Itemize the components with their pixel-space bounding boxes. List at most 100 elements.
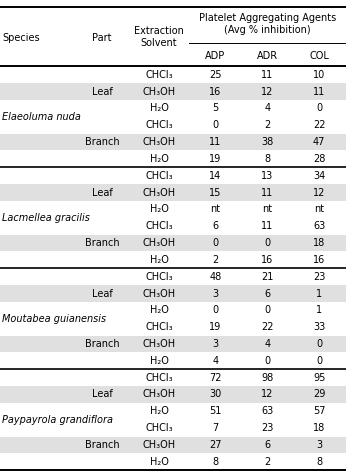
Text: 3: 3 — [316, 440, 322, 450]
Bar — [0, 285, 346, 302]
Text: 5: 5 — [212, 103, 219, 113]
Text: CHCl₃: CHCl₃ — [145, 373, 173, 383]
Text: 2: 2 — [264, 120, 271, 130]
Text: Leaf: Leaf — [92, 289, 112, 299]
Text: COL: COL — [309, 51, 329, 61]
Text: Leaf: Leaf — [92, 87, 112, 97]
Text: 22: 22 — [313, 120, 326, 130]
Bar — [0, 386, 346, 403]
Text: 8: 8 — [316, 457, 322, 467]
Text: Extraction
Solvent: Extraction Solvent — [134, 26, 184, 48]
Text: 16: 16 — [261, 255, 273, 265]
Text: nt: nt — [262, 204, 272, 214]
Text: 0: 0 — [212, 120, 218, 130]
Text: H₂O: H₂O — [150, 204, 169, 214]
Text: CH₃OH: CH₃OH — [143, 390, 176, 400]
Text: 12: 12 — [261, 390, 273, 400]
Text: 23: 23 — [261, 423, 273, 433]
Text: ADP: ADP — [205, 51, 226, 61]
Text: 1: 1 — [316, 305, 322, 315]
Text: 8: 8 — [264, 154, 270, 164]
Text: 30: 30 — [209, 390, 221, 400]
Text: Branch: Branch — [85, 440, 119, 450]
Bar — [0, 437, 346, 453]
Text: CHCl₃: CHCl₃ — [145, 120, 173, 130]
Text: 0: 0 — [316, 356, 322, 366]
Text: 95: 95 — [313, 373, 325, 383]
Text: 34: 34 — [313, 171, 325, 181]
Text: Platelet Aggregating Agents
(Avg % inhibition): Platelet Aggregating Agents (Avg % inhib… — [199, 13, 336, 35]
Text: Leaf: Leaf — [92, 390, 112, 400]
Text: H₂O: H₂O — [150, 356, 169, 366]
Text: Branch: Branch — [85, 339, 119, 349]
Bar — [0, 235, 346, 251]
Text: 6: 6 — [264, 440, 270, 450]
Text: 47: 47 — [313, 137, 325, 147]
Text: Part: Part — [92, 33, 112, 43]
Text: 4: 4 — [264, 339, 270, 349]
Text: 4: 4 — [264, 103, 270, 113]
Text: 11: 11 — [313, 87, 325, 97]
Text: Branch: Branch — [85, 137, 119, 147]
Text: 4: 4 — [212, 356, 218, 366]
Text: 29: 29 — [313, 390, 325, 400]
Text: Species: Species — [3, 33, 40, 43]
Text: 6: 6 — [264, 289, 270, 299]
Text: 0: 0 — [264, 238, 270, 248]
Text: 0: 0 — [316, 339, 322, 349]
Text: 22: 22 — [261, 322, 274, 332]
Text: 38: 38 — [261, 137, 273, 147]
Text: H₂O: H₂O — [150, 305, 169, 315]
Text: 63: 63 — [261, 406, 273, 416]
Text: 0: 0 — [264, 305, 270, 315]
Text: 2: 2 — [264, 457, 271, 467]
Text: 0: 0 — [212, 238, 218, 248]
Text: 13: 13 — [261, 171, 273, 181]
Text: H₂O: H₂O — [150, 406, 169, 416]
Text: 25: 25 — [209, 70, 222, 80]
Text: H₂O: H₂O — [150, 103, 169, 113]
Text: H₂O: H₂O — [150, 154, 169, 164]
Text: Lacmellea gracilis: Lacmellea gracilis — [2, 213, 90, 223]
Bar — [0, 184, 346, 201]
Text: Branch: Branch — [85, 238, 119, 248]
Text: nt: nt — [210, 204, 220, 214]
Text: H₂O: H₂O — [150, 457, 169, 467]
Text: 18: 18 — [313, 238, 325, 248]
Text: 98: 98 — [261, 373, 273, 383]
Text: 14: 14 — [209, 171, 221, 181]
Text: 11: 11 — [209, 137, 221, 147]
Text: 48: 48 — [209, 272, 221, 282]
Text: Moutabea guianensis: Moutabea guianensis — [2, 314, 106, 324]
Text: CHCl₃: CHCl₃ — [145, 70, 173, 80]
Text: 23: 23 — [313, 272, 325, 282]
Text: 3: 3 — [212, 289, 218, 299]
Text: Elaeoluma nuda: Elaeoluma nuda — [2, 112, 81, 122]
Text: 0: 0 — [264, 356, 270, 366]
Bar — [0, 134, 346, 151]
Text: CHCl₃: CHCl₃ — [145, 171, 173, 181]
Text: CH₃OH: CH₃OH — [143, 87, 176, 97]
Text: 11: 11 — [261, 188, 273, 198]
Text: CHCl₃: CHCl₃ — [145, 423, 173, 433]
Text: 11: 11 — [261, 70, 273, 80]
Text: CH₃OH: CH₃OH — [143, 339, 176, 349]
Text: 33: 33 — [313, 322, 325, 332]
Text: 0: 0 — [212, 305, 218, 315]
Text: CH₃OH: CH₃OH — [143, 188, 176, 198]
Text: 63: 63 — [313, 221, 325, 231]
Text: 12: 12 — [261, 87, 273, 97]
Text: 8: 8 — [212, 457, 218, 467]
Text: 51: 51 — [209, 406, 221, 416]
Text: 57: 57 — [313, 406, 326, 416]
Text: 18: 18 — [313, 423, 325, 433]
Text: 11: 11 — [261, 221, 273, 231]
Text: 72: 72 — [209, 373, 222, 383]
Text: CH₃OH: CH₃OH — [143, 440, 176, 450]
Text: CH₃OH: CH₃OH — [143, 289, 176, 299]
Text: Leaf: Leaf — [92, 188, 112, 198]
Text: 15: 15 — [209, 188, 221, 198]
Text: 3: 3 — [212, 339, 218, 349]
Text: 16: 16 — [209, 87, 221, 97]
Text: 2: 2 — [212, 255, 219, 265]
